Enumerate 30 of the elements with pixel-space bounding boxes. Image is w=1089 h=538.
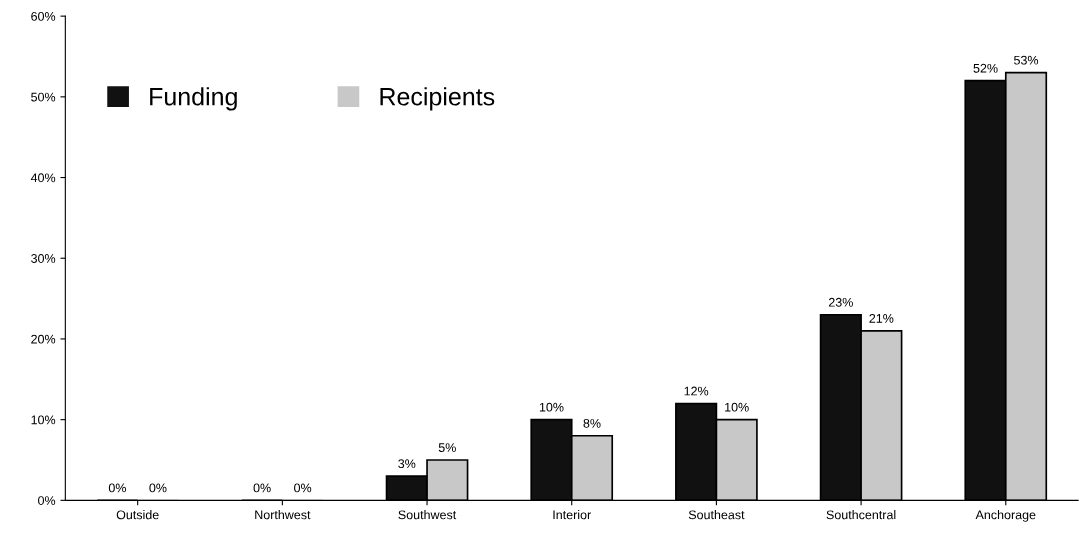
y-tick-label: 50% [31, 92, 56, 102]
data-label: 23% [828, 297, 853, 307]
y-tick-label: 30% [31, 254, 56, 263]
x-tick-label: Southeast [688, 510, 745, 520]
x-tick-label: Northwest [255, 510, 311, 520]
x-tick-label: Interior [553, 510, 591, 520]
y-tick-label: 0% [38, 496, 56, 505]
legend-label: Recipients [380, 87, 495, 111]
x-tick-label: Outside [116, 510, 159, 520]
data-label: 8% [583, 418, 601, 428]
data-label: 52% [973, 63, 998, 73]
data-label: 5% [438, 443, 456, 452]
y-tick-label: 20% [31, 334, 56, 344]
data-label: 3% [398, 459, 416, 469]
data-label: 12% [684, 386, 709, 396]
data-label: 53% [1014, 55, 1039, 65]
x-tick-label: Anchorage [975, 510, 1036, 522]
data-label: 0% [149, 483, 167, 493]
data-label: 10% [725, 402, 749, 412]
y-tick-label: 10% [31, 415, 56, 425]
y-tick-label: 60% [31, 11, 56, 21]
x-tick-label: Southwest [398, 510, 457, 520]
data-label: 10% [539, 402, 564, 412]
data-label: 0% [253, 483, 271, 493]
data-label: 21% [869, 313, 894, 323]
data-label: 0% [294, 483, 312, 493]
data-label: 0% [108, 483, 127, 493]
y-tick-label: 40% [30, 173, 56, 183]
x-tick-label: Southcentral [826, 510, 896, 520]
legend-label: Funding [150, 87, 237, 111]
